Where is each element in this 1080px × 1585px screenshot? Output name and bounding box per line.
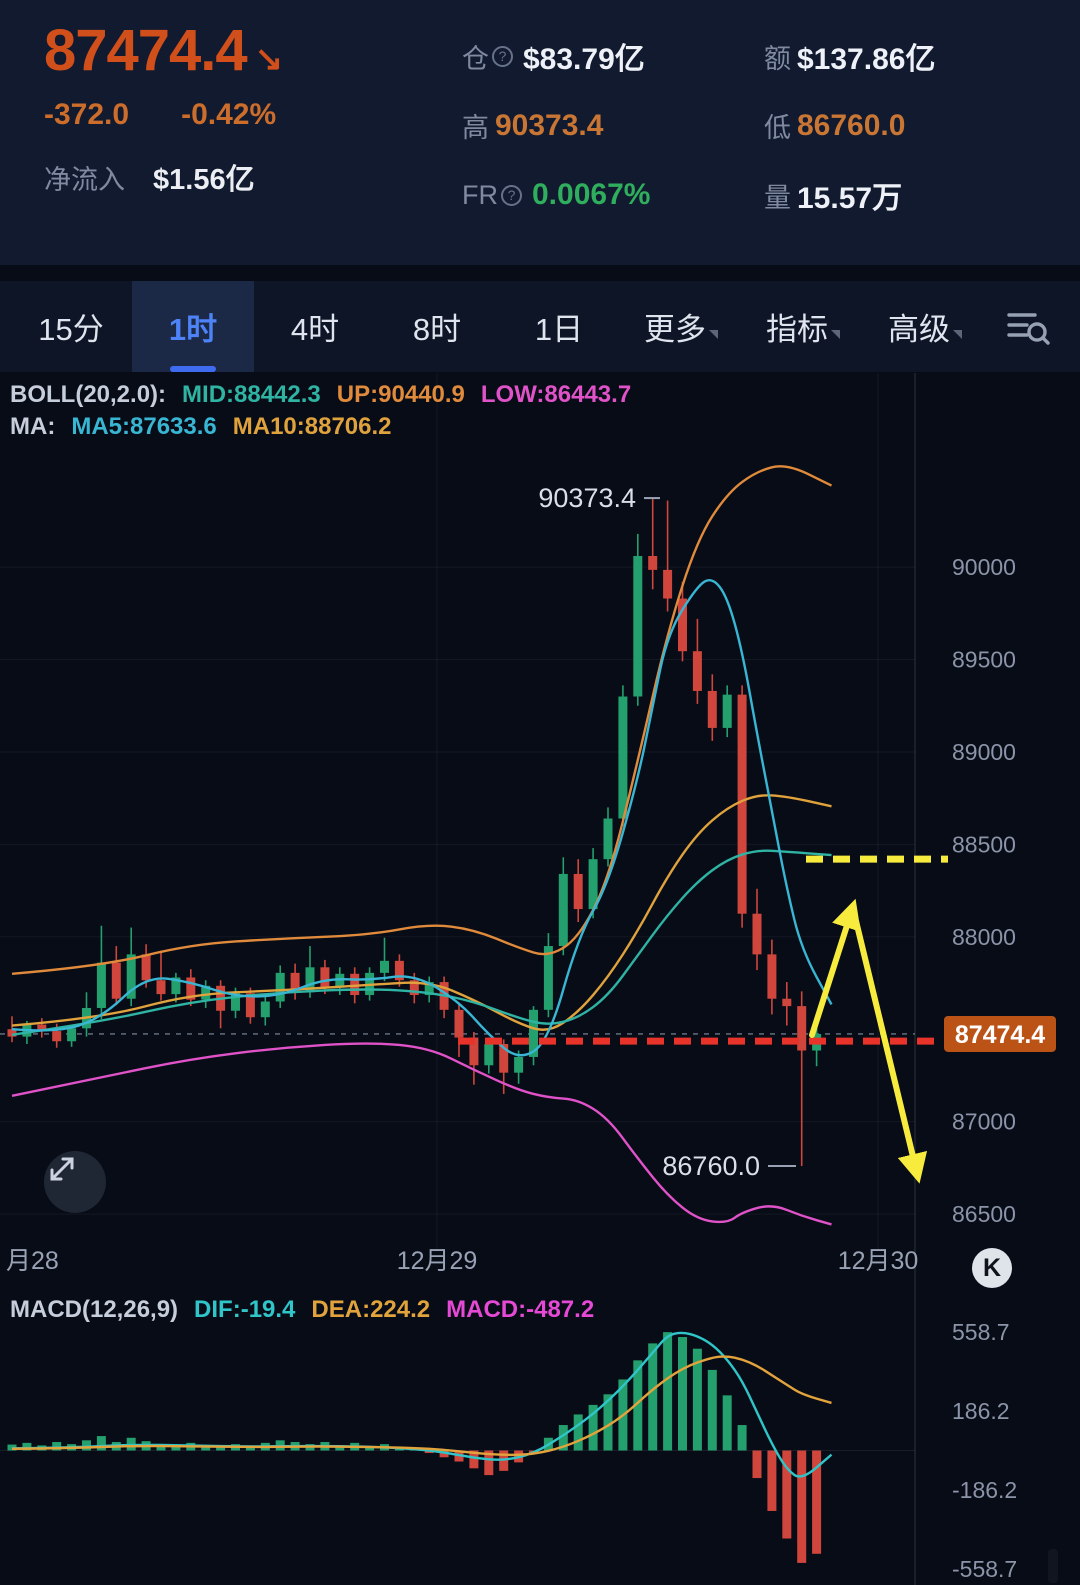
price-change-pct: -0.42% [181,98,277,131]
price-axis-label: 88500 [952,831,1016,857]
active-tab-indicator [170,366,216,372]
price-axis-label: 87000 [952,1109,1016,1135]
macd-axis-label: -558.7 [952,1556,1017,1582]
dropdown-caret-icon [831,330,840,339]
price-chart-canvas[interactable]: 90373.4 86760.0 90000 89500 89000 88500 88000 8… [0,373,1080,1290]
stat-volume: 量 15.57万 [764,182,903,215]
time-axis-label: 12月29 [397,1247,478,1275]
price-chart-section: BOLL(20,2.0): MID:88442.3 UP:90440.9 LOW… [0,373,1080,1290]
tab-1h[interactable]: 1时 [132,281,254,372]
price-gridlines [0,373,916,1290]
indicator-filter-icon[interactable] [986,281,1070,372]
k-line-badge[interactable]: K [972,1248,1012,1288]
drawn-arrow-2[interactable] [853,918,928,1184]
low-price-label: 86760.0 [662,1151,760,1181]
scroll-indicator [1048,1549,1058,1583]
tab-4h[interactable]: 4时 [290,312,340,347]
tab-8h[interactable]: 8时 [412,312,462,347]
stat-turnover: 额 $137.86亿 [764,43,936,76]
tab-more[interactable]: 更多 [620,281,742,372]
dropdown-caret-icon [709,330,718,339]
help-icon[interactable]: ? [501,184,522,206]
timeframe-tabbar: 15分 1时 4时 8时 1日 更多 指标 高级 [0,281,1080,372]
tab-advanced[interactable]: 高级 [864,281,986,372]
last-price: 87474.4 [44,18,248,83]
price-change: -372.0 [44,98,130,131]
net-inflow-label: 净流入 [44,164,125,195]
macd-section: MACD(12,26,9) DIF:-19.4 DEA:224.2 MACD:-… [0,1290,1080,1585]
overlay-line-boll_low [11,1042,832,1226]
ticker-header: 87474.4 ↘ -372.0 -0.42% 净流入 $1.56亿 仓 ? $… [0,0,1080,265]
current-price-tag-text: 87474.4 [955,1021,1045,1049]
net-inflow-value: $1.56亿 [153,164,255,196]
dropdown-caret-icon [953,330,962,339]
current-price-tag [944,1015,1056,1052]
time-axis-label: 12月30 [838,1247,919,1275]
overlay-line-ma10 [11,794,832,1031]
expand-fullscreen-button[interactable] [44,1151,106,1213]
time-axis-label: 月28 [6,1247,59,1275]
macd-chart-canvas[interactable]: 558.7 186.2 -186.2 -558.7 [0,1290,1080,1585]
stat-high: 高 90373.4 [462,108,604,144]
price-block: 87474.4 ↘ -372.0 -0.42% 净流入 $1.56亿 [0,0,450,265]
price-down-arrow-icon: ↘ [254,40,284,79]
macd-axis-label: -186.2 [952,1477,1017,1503]
overlay-line-boll_up [11,465,833,975]
dea-line [11,1355,832,1457]
price-axis-label: 89500 [952,647,1016,673]
tab-1d[interactable]: 1日 [534,312,584,347]
candles-layer [7,498,822,1167]
macd-axis-label: 186.2 [952,1398,1010,1424]
price-axis-label: 88000 [952,924,1016,950]
stat-low: 低 86760.0 [764,108,906,144]
market-stats-grid: 仓 ? $83.79亿 额 $137.86亿 高 90373.4 低 86760… [450,0,1080,265]
tab-15min[interactable]: 15分 [38,312,104,347]
stat-open-interest: 仓 ? $83.79亿 [462,43,645,76]
help-icon[interactable]: ? [492,45,513,67]
drawn-arrow-1[interactable] [809,898,861,1038]
stat-funding-rate: FR ? 0.0067% [462,178,651,211]
macd-axis-label: 558.7 [952,1319,1010,1345]
tab-indicators[interactable]: 指标 [742,281,864,372]
price-axis-label: 86500 [952,1201,1016,1227]
overlay-line-boll_mid [11,849,832,1036]
overlay-line-ma5 [11,579,833,1057]
high-price-label: 90373.4 [538,483,636,513]
price-axis-label: 90000 [952,554,1016,580]
expand-arrows-icon [50,1157,74,1181]
price-axis-label: 89000 [952,739,1016,765]
